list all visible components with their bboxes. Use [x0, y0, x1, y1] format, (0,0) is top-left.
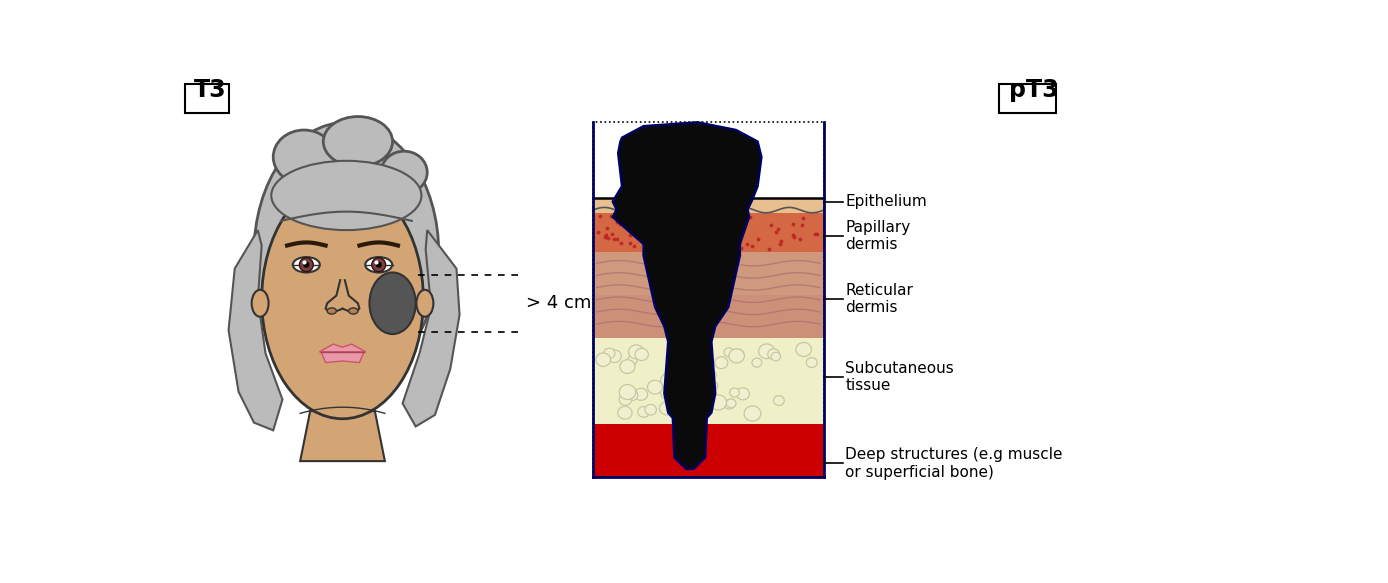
Ellipse shape — [772, 352, 780, 361]
Ellipse shape — [726, 399, 736, 408]
Ellipse shape — [715, 357, 727, 368]
Ellipse shape — [645, 405, 657, 415]
Text: T3: T3 — [194, 78, 226, 102]
Ellipse shape — [752, 358, 762, 367]
Ellipse shape — [687, 389, 701, 402]
Text: Epithelium: Epithelium — [845, 194, 927, 209]
Ellipse shape — [619, 394, 632, 405]
Bar — [593, 122, 823, 198]
Bar — [593, 252, 823, 295]
Ellipse shape — [293, 257, 319, 272]
Ellipse shape — [744, 406, 761, 421]
Polygon shape — [319, 344, 365, 355]
Text: Deep structures (e.g muscle
or superficial bone): Deep structures (e.g muscle or superfici… — [845, 447, 1063, 480]
Ellipse shape — [627, 356, 637, 365]
Ellipse shape — [369, 272, 415, 334]
Ellipse shape — [323, 117, 393, 167]
Ellipse shape — [634, 348, 648, 360]
Ellipse shape — [376, 262, 382, 268]
Ellipse shape — [675, 344, 688, 357]
Ellipse shape — [262, 180, 423, 419]
Polygon shape — [321, 352, 364, 363]
Ellipse shape — [730, 388, 740, 397]
Ellipse shape — [795, 342, 812, 357]
Ellipse shape — [725, 348, 734, 357]
Ellipse shape — [251, 290, 269, 317]
Bar — [593, 424, 823, 476]
Ellipse shape — [416, 290, 433, 317]
Ellipse shape — [634, 388, 648, 401]
Ellipse shape — [303, 262, 310, 268]
Ellipse shape — [608, 350, 622, 363]
Ellipse shape — [729, 349, 744, 363]
Text: Reticular
dermis: Reticular dermis — [845, 283, 913, 315]
Ellipse shape — [661, 386, 676, 400]
Ellipse shape — [647, 380, 662, 394]
Bar — [593, 198, 823, 213]
Ellipse shape — [382, 151, 428, 194]
Text: pT3: pT3 — [1009, 78, 1058, 102]
Ellipse shape — [271, 161, 422, 230]
Text: > 4 cm: > 4 cm — [526, 294, 591, 312]
Ellipse shape — [768, 349, 780, 360]
Polygon shape — [612, 122, 762, 469]
Ellipse shape — [618, 406, 632, 419]
Ellipse shape — [694, 357, 704, 367]
Ellipse shape — [731, 349, 744, 361]
Ellipse shape — [254, 122, 439, 384]
Ellipse shape — [637, 406, 650, 417]
Ellipse shape — [604, 348, 615, 359]
Ellipse shape — [709, 395, 726, 410]
Ellipse shape — [677, 389, 693, 403]
Ellipse shape — [672, 390, 684, 402]
Ellipse shape — [372, 258, 386, 272]
Polygon shape — [403, 230, 459, 427]
Ellipse shape — [670, 400, 686, 415]
Bar — [999, 84, 1056, 113]
Ellipse shape — [705, 382, 716, 392]
Bar — [593, 213, 823, 252]
Ellipse shape — [736, 388, 750, 400]
Ellipse shape — [273, 130, 335, 184]
Ellipse shape — [725, 399, 734, 409]
Ellipse shape — [328, 308, 336, 314]
Ellipse shape — [661, 373, 677, 388]
Ellipse shape — [629, 345, 644, 359]
Ellipse shape — [348, 308, 358, 314]
Bar — [185, 84, 229, 113]
Ellipse shape — [688, 401, 702, 413]
Ellipse shape — [626, 389, 637, 401]
Ellipse shape — [300, 258, 314, 272]
Ellipse shape — [708, 382, 718, 390]
Ellipse shape — [759, 344, 775, 359]
Polygon shape — [229, 230, 283, 430]
Ellipse shape — [620, 360, 634, 374]
Ellipse shape — [619, 385, 636, 399]
Bar — [593, 252, 823, 338]
Ellipse shape — [806, 357, 818, 367]
Ellipse shape — [773, 396, 784, 405]
Bar — [593, 122, 823, 476]
Ellipse shape — [365, 257, 393, 272]
Ellipse shape — [706, 370, 716, 379]
Polygon shape — [300, 411, 384, 461]
Ellipse shape — [595, 353, 611, 366]
Text: Subcutaneous
tissue: Subcutaneous tissue — [845, 360, 954, 393]
Text: Papillary
dermis: Papillary dermis — [845, 220, 911, 252]
Ellipse shape — [659, 402, 675, 415]
Bar — [593, 338, 823, 424]
